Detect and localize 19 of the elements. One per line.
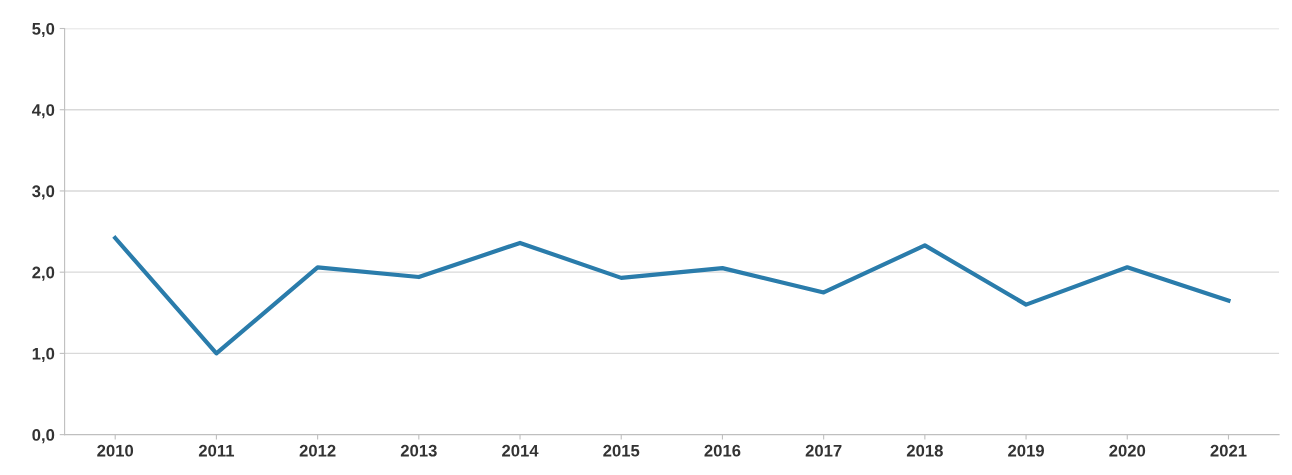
x-tick-label: 2015: [603, 444, 640, 457]
x-tick-label: 2019: [1008, 444, 1044, 457]
x-tick-label: 2013: [400, 444, 437, 457]
y-tick-label: 1,0: [32, 347, 55, 363]
y-tick-label: 5,0: [32, 22, 55, 38]
x-tick-label: 2016: [704, 444, 741, 457]
x-tick-label: 2011: [198, 444, 235, 457]
x-tick-label: 2012: [299, 444, 336, 457]
x-tick-label: 2021: [1210, 444, 1247, 457]
x-tick-label: 2010: [97, 444, 134, 457]
y-tick-label: 3,0: [32, 185, 55, 200]
y-tick-label: 4,0: [31, 104, 55, 119]
y-tick-label: 0,0: [32, 429, 55, 444]
line-series: [113, 235, 1231, 356]
x-tick-label: 2014: [502, 444, 539, 457]
y-tick-label: 2,0: [32, 266, 55, 281]
x-tick-label: 2017: [805, 444, 842, 457]
x-tick-label: 2020: [1109, 444, 1146, 457]
x-tick-label: 2018: [906, 444, 943, 457]
